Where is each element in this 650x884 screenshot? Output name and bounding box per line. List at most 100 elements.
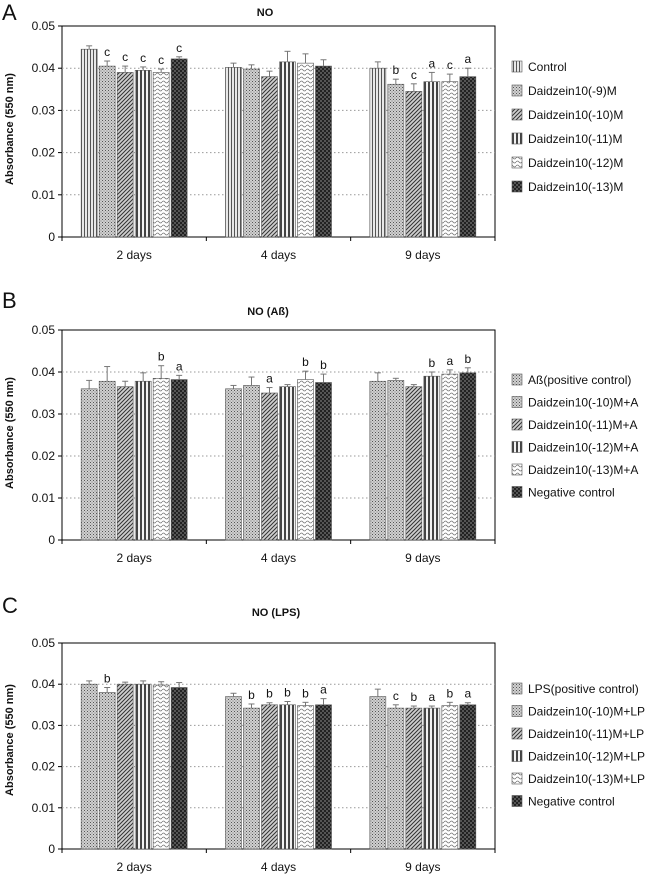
bar [297, 379, 314, 541]
x-category-label: 4 days [261, 551, 296, 565]
significance-label: a [464, 687, 471, 701]
bar [387, 380, 405, 541]
significance-label: b [410, 690, 417, 704]
y-tick-label: 0.04 [32, 61, 56, 75]
significance-label: c [122, 50, 128, 64]
chart-title: NO (LPS) [252, 607, 301, 619]
legend-swatch [511, 682, 523, 695]
significance-label: c [447, 58, 453, 72]
bar [134, 683, 152, 850]
panel-b: B NO (Aß) Absorbance (550 nm) 0 0.01 0.02 0… [2, 288, 638, 565]
x-category-label: 4 days [261, 860, 296, 874]
significance-label: a [428, 690, 435, 704]
legend-label: Daidzein10(-11)M+A [528, 418, 638, 432]
legend-swatch [511, 132, 523, 145]
bar [170, 687, 188, 850]
bar [80, 48, 98, 238]
significance-label: b [158, 350, 165, 364]
significance-label: b [284, 686, 291, 700]
legend-swatch [511, 463, 523, 476]
legend-swatch [511, 108, 523, 121]
legend-swatch [511, 156, 523, 169]
bar [387, 707, 405, 850]
y-tick-label: 0 [48, 533, 55, 547]
legend-swatch [511, 396, 523, 408]
significance-label: b [302, 355, 309, 369]
legend-swatch [511, 84, 523, 97]
significance-label: b [428, 356, 435, 370]
significance-label: c [158, 53, 164, 67]
bar [134, 70, 152, 238]
bar [459, 76, 477, 238]
y-tick-label: 0.03 [32, 718, 56, 732]
significance-label: b [392, 63, 399, 77]
significance-label: c [176, 41, 182, 55]
bar [315, 65, 332, 238]
bar [369, 380, 387, 541]
bar [441, 705, 459, 850]
significance-label: c [393, 689, 399, 703]
legend-swatch [511, 418, 523, 431]
y-axis-title: Absorbance (550 nm) [4, 73, 16, 185]
y-tick-label: 0.02 [32, 449, 56, 463]
significance-label: a [428, 56, 435, 70]
y-tick-label: 0.01 [32, 491, 56, 505]
legend-label: Daidzein10(-13)M+LP [528, 772, 645, 786]
bar [369, 696, 387, 850]
panel-a: A NO Absorbance (550 nm) 0 0.01 0.02 0.03 0.… [2, 0, 623, 262]
legend-swatch [511, 772, 523, 785]
legend-label: Daidzein10(-12)M+LP [528, 750, 645, 764]
y-tick-label: 0.05 [32, 636, 56, 650]
panel-letter: A [2, 0, 17, 25]
legend-swatch [511, 373, 523, 386]
legend-label: Daidzein10(-10)M+LP [528, 705, 645, 719]
panel-letter: B [2, 288, 17, 313]
significance-label: b [302, 686, 309, 700]
legend-label: Daidzein10(-9)M [528, 84, 617, 98]
bar [225, 67, 242, 238]
panel-c: C NO (LPS) Absorbance (550 nm) 0 0.01 0.02… [2, 593, 645, 874]
bar [98, 692, 116, 850]
x-category-label: 2 days [116, 248, 151, 262]
x-category-label: 9 days [405, 860, 440, 874]
bar [279, 61, 296, 238]
bar [98, 380, 116, 541]
legend-label: Aß(positive control) [528, 373, 631, 387]
legend-swatch [511, 60, 523, 73]
bar [405, 386, 423, 541]
bar [225, 696, 242, 850]
bar [459, 372, 477, 541]
y-tick-label: 0.05 [32, 19, 56, 33]
bar [152, 72, 170, 238]
legend-label: Daidzein10(-13)M+A [528, 463, 638, 477]
panel-letter: C [2, 593, 18, 618]
significance-label: b [104, 671, 111, 685]
bar [261, 704, 278, 850]
chart-title: NO [257, 7, 274, 19]
bar [315, 382, 332, 541]
bar [297, 62, 314, 238]
legend-label: Negative control [528, 795, 615, 809]
x-category-label: 9 days [405, 551, 440, 565]
plot-frame [61, 329, 496, 541]
bar [423, 81, 441, 238]
bar [441, 81, 459, 238]
significance-label: b [266, 687, 273, 701]
bar [170, 58, 188, 238]
bar [279, 386, 296, 541]
y-tick-label: 0.01 [32, 188, 56, 202]
legend-swatch [511, 750, 523, 762]
chart-title: NO (Aß) [247, 306, 289, 318]
legend-swatch [511, 486, 523, 498]
y-tick-label: 0.02 [32, 146, 56, 160]
bar [459, 704, 477, 850]
bar [423, 375, 441, 541]
bar [387, 83, 405, 238]
significance-label: a [176, 359, 183, 373]
legend-label: Daidzein10(-12)M+A [528, 441, 638, 455]
legend-label: Daidzein10(-13)M [528, 180, 623, 194]
significance-label: a [446, 354, 453, 368]
legend-label: Daidzein10(-11)M+LP [528, 727, 644, 741]
bar [116, 683, 134, 850]
legend-label: Daidzein10(-10)M [528, 108, 623, 122]
